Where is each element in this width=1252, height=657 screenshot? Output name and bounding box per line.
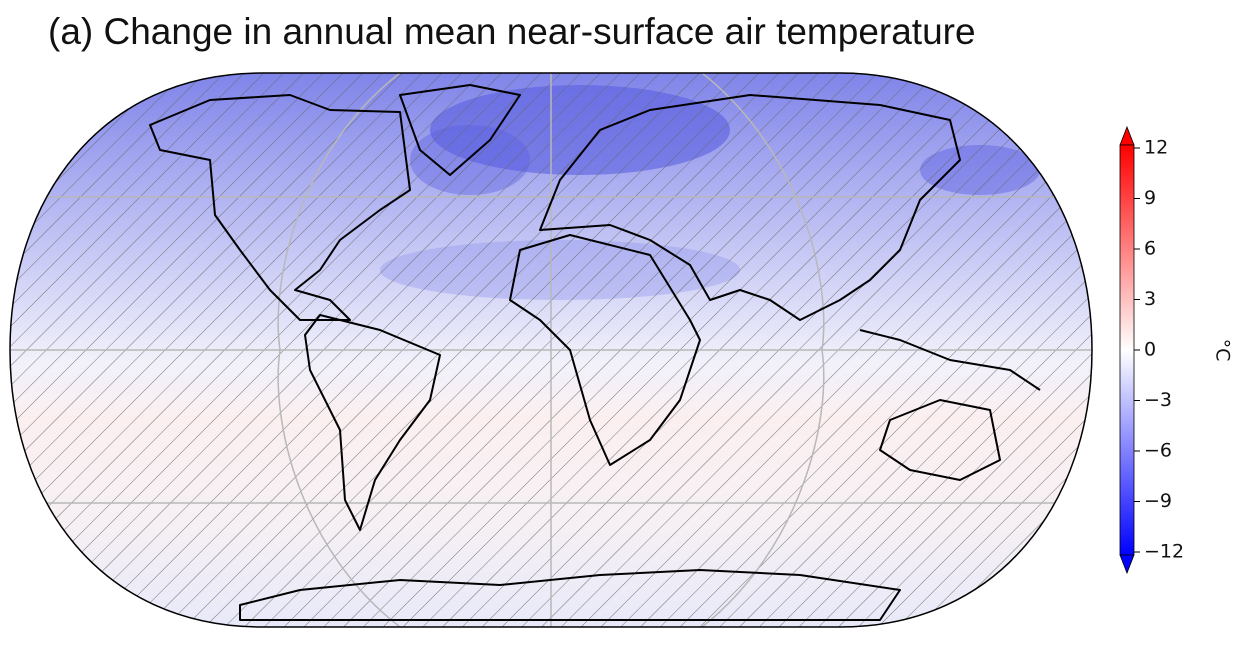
- colorbar-bar: [1119, 144, 1135, 556]
- colorbar-tick-label: −9: [1144, 490, 1172, 512]
- map: [10, 73, 1092, 627]
- colorbar-tick-label: 3: [1144, 288, 1156, 310]
- map-border: [9, 72, 1093, 628]
- coastlines: [149, 84, 1041, 621]
- title: (a) Change in annual mean near-surface a…: [48, 11, 976, 52]
- colorbar-tick-label: 0: [1144, 339, 1156, 361]
- colorbar: °C 12 9 6 3 0 −3 −6 −9 −12: [1119, 125, 1234, 575]
- colorbar-extend-max: [1119, 125, 1135, 146]
- colorbar-tick-label: 6: [1144, 238, 1156, 260]
- colorbar-extend-min: [1119, 554, 1135, 575]
- colorbar-label: °C: [1212, 339, 1234, 362]
- colorbar-tick-label: 9: [1144, 187, 1156, 209]
- graticule: [10, 73, 1092, 627]
- colorbar-tick-label: −3: [1144, 389, 1172, 411]
- colorbar-tick-label: 12: [1144, 137, 1168, 159]
- colorbar-tick-label: −12: [1144, 541, 1184, 563]
- colorbar-tick-label: −6: [1144, 440, 1172, 462]
